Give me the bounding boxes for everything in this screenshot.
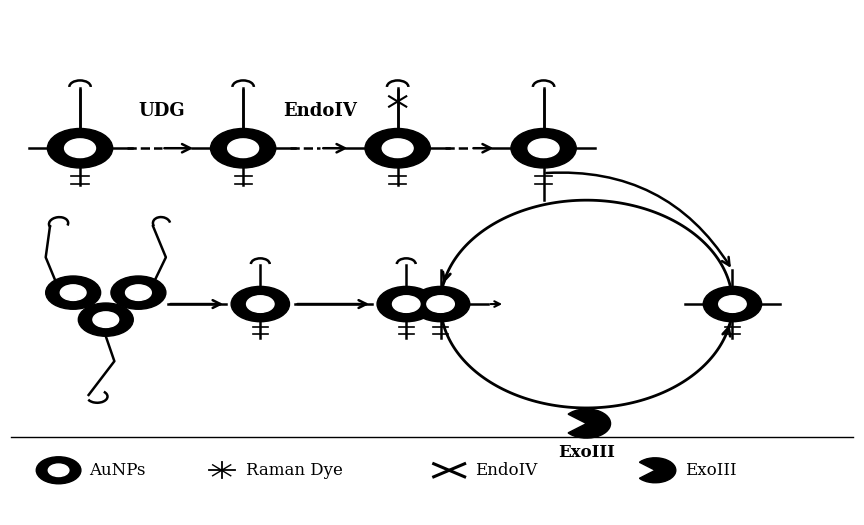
Circle shape: [46, 276, 100, 309]
Wedge shape: [569, 409, 611, 438]
Circle shape: [79, 303, 133, 336]
Circle shape: [377, 287, 435, 322]
Text: Raman Dye: Raman Dye: [245, 462, 343, 479]
Circle shape: [382, 139, 413, 158]
Circle shape: [232, 287, 289, 322]
Circle shape: [211, 129, 276, 168]
Circle shape: [719, 296, 746, 312]
Circle shape: [511, 129, 576, 168]
Circle shape: [528, 139, 559, 158]
Circle shape: [411, 287, 470, 322]
Circle shape: [65, 139, 96, 158]
Circle shape: [48, 464, 69, 477]
Text: EndoIV: EndoIV: [475, 462, 537, 479]
Circle shape: [228, 139, 258, 158]
Circle shape: [392, 296, 420, 312]
Circle shape: [246, 296, 274, 312]
Circle shape: [93, 312, 118, 328]
Circle shape: [48, 129, 112, 168]
Circle shape: [111, 276, 166, 309]
Circle shape: [60, 285, 86, 300]
Text: EndoIV: EndoIV: [283, 102, 358, 120]
Circle shape: [427, 296, 454, 312]
Circle shape: [365, 129, 430, 168]
Circle shape: [703, 287, 762, 322]
Wedge shape: [639, 458, 676, 483]
Text: UDG: UDG: [138, 102, 185, 120]
Circle shape: [125, 285, 151, 300]
Text: ExoIII: ExoIII: [685, 462, 737, 479]
Circle shape: [36, 457, 81, 484]
Text: ExoIII: ExoIII: [558, 444, 615, 461]
Text: AuNPs: AuNPs: [89, 462, 145, 479]
